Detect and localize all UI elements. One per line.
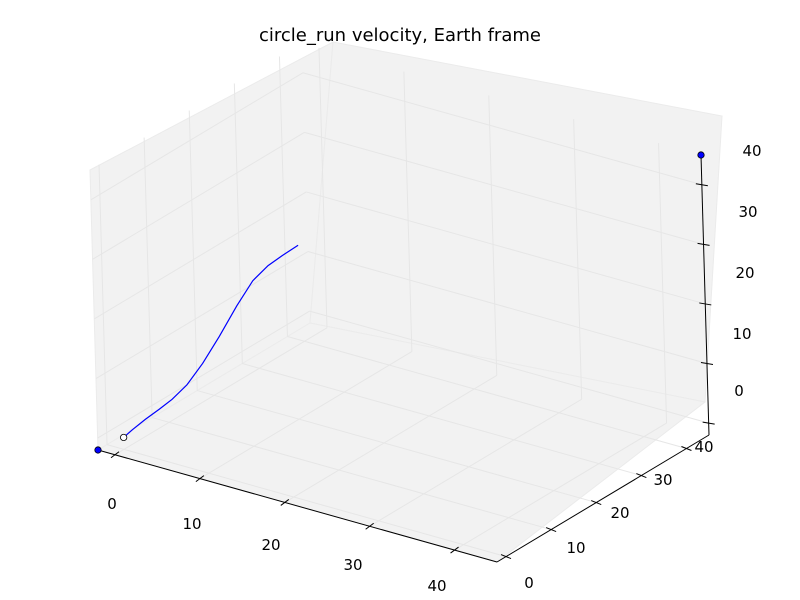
z-tick-mark <box>700 362 714 366</box>
scatter-point-extent <box>697 151 705 159</box>
grid-line-y-side <box>233 83 243 364</box>
series-line <box>123 244 299 438</box>
back-panes <box>89 41 723 563</box>
x-tick-label: 10 <box>182 515 201 533</box>
x-tick-label: 30 <box>343 556 362 574</box>
marker-layer <box>94 151 705 454</box>
grid-line-y-side <box>98 164 108 445</box>
grid-lines <box>90 47 709 558</box>
grid-line-x-back <box>403 71 413 352</box>
grid-line-x-floor <box>199 351 413 480</box>
y-tick-mark <box>681 446 692 451</box>
x-tick-mark <box>365 522 374 530</box>
grid-line-x-floor <box>114 327 328 456</box>
series-layer <box>123 244 299 438</box>
grid-line-y-floor <box>242 363 642 477</box>
grid-line-z-side <box>93 191 307 320</box>
grid-line-y-floor <box>287 336 687 449</box>
x-tick-labels: 0 10 20 30 40 <box>107 495 446 595</box>
grid-line-x-back <box>488 95 498 376</box>
z-tick-label: 0 <box>734 382 744 400</box>
x-tick-label: 40 <box>427 577 446 595</box>
grid-line-z-side <box>90 72 304 201</box>
x-tick-mark <box>450 546 459 554</box>
grid-line-x-floor <box>284 374 498 503</box>
chart-title: circle_run velocity, Earth frame <box>259 25 541 46</box>
y-tick-labels: 0 10 20 30 40 <box>524 438 713 592</box>
y-tick-label: 40 <box>694 438 713 456</box>
grid-line-y-side <box>143 137 153 418</box>
y-tick-mark <box>636 473 647 478</box>
grid-line-x-back <box>573 119 583 400</box>
grid-line-z-back <box>306 191 706 305</box>
z-tick-mark <box>699 302 712 306</box>
scatter-point-start <box>120 433 128 442</box>
grid-line-x-back <box>318 47 328 328</box>
y-tick-label: 30 <box>653 471 672 489</box>
x-tick-label: 20 <box>261 536 280 554</box>
z-tick-mark <box>695 183 708 187</box>
grid-line-y-floor <box>197 390 597 504</box>
grid-line-z-back <box>304 131 704 245</box>
z-axis-line <box>700 154 710 436</box>
y-tick-mark <box>545 527 557 533</box>
y-axis-line <box>496 434 710 563</box>
y-tick-label: 0 <box>524 574 534 592</box>
grid-line-z-back <box>302 72 702 186</box>
x-axis-line <box>97 449 498 563</box>
y-tick-label: 10 <box>566 539 585 557</box>
grid-line-y-side <box>188 110 198 391</box>
x-tick-label: 0 <box>107 495 117 513</box>
grid-line-y-side <box>278 56 288 337</box>
z-tick-mark <box>697 242 710 246</box>
grid-line-x-back <box>658 143 668 424</box>
x-tick-mark <box>280 499 290 506</box>
y-tick-mark <box>500 554 512 560</box>
z-tick-label: 10 <box>732 325 751 343</box>
z-tick-label: 30 <box>738 203 757 221</box>
z-tick-label: 40 <box>742 142 761 160</box>
y-tick-mark <box>591 500 602 506</box>
grid-line-x-floor <box>454 422 667 551</box>
z-tick-label: 20 <box>735 264 754 282</box>
z-tick-mark <box>702 421 715 425</box>
axes <box>97 154 715 563</box>
grid-line-z-back <box>307 251 708 364</box>
grid-line-z-side <box>92 131 305 260</box>
grid-line-z-side <box>97 310 310 439</box>
grid-line-y-floor <box>151 417 552 531</box>
grid-line-x-floor <box>369 398 582 527</box>
x-tick-mark <box>195 475 205 482</box>
grid-line-z-back <box>309 310 709 424</box>
x-tick-mark <box>110 451 120 459</box>
z-tick-labels: 0 10 20 30 40 <box>732 142 761 400</box>
grid-line-z-side <box>95 251 309 379</box>
y-tick-label: 20 <box>610 504 629 522</box>
grid-line-y-floor <box>106 444 507 558</box>
scatter-point-origin <box>94 446 102 454</box>
